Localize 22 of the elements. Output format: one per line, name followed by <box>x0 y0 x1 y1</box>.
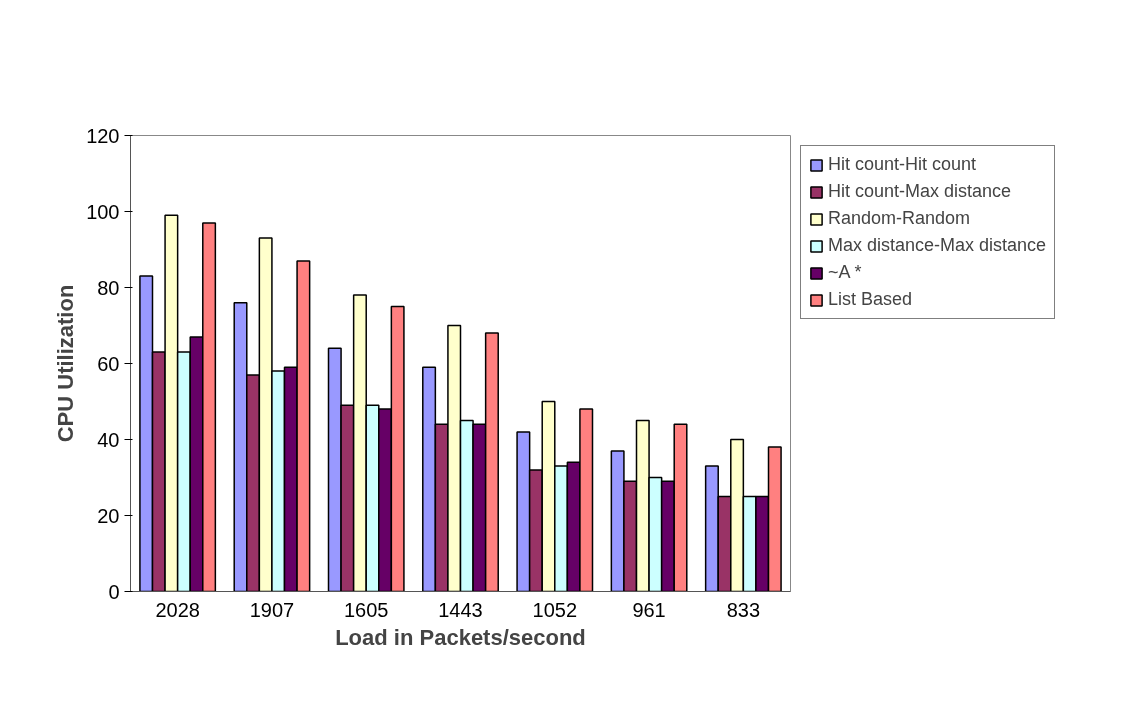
legend-label: ~A * <box>828 262 862 283</box>
y-tick-label: 80 <box>97 276 120 299</box>
y-axis-title: CPU Utilization <box>53 284 79 443</box>
x-tick-label: 833 <box>726 598 761 621</box>
x-axis-title: Load in Packets/second <box>335 624 586 650</box>
x-tick-label: 1605 <box>343 598 389 621</box>
legend-label: Hit count-Hit count <box>828 154 977 175</box>
legend-label: Hit count-Max distance <box>828 181 1012 202</box>
legend-label: Random-Random <box>828 208 971 229</box>
x-tick-label: 1443 <box>438 598 483 621</box>
x-tick-label: 2028 <box>155 598 200 621</box>
y-tick-label: 120 <box>86 124 120 147</box>
y-tick-label: 20 <box>97 504 120 527</box>
y-tick-label: 0 <box>108 580 120 603</box>
x-tick-label: 1052 <box>532 598 578 621</box>
x-tick-label: 961 <box>632 598 666 621</box>
legend-label: List Based <box>828 289 913 310</box>
legend-label: Max distance-Max distance <box>828 235 1047 256</box>
y-tick-label: 40 <box>97 428 120 451</box>
y-tick-label: 100 <box>86 200 120 223</box>
x-tick-label: 1907 <box>249 598 295 621</box>
y-tick-label: 60 <box>97 352 120 375</box>
